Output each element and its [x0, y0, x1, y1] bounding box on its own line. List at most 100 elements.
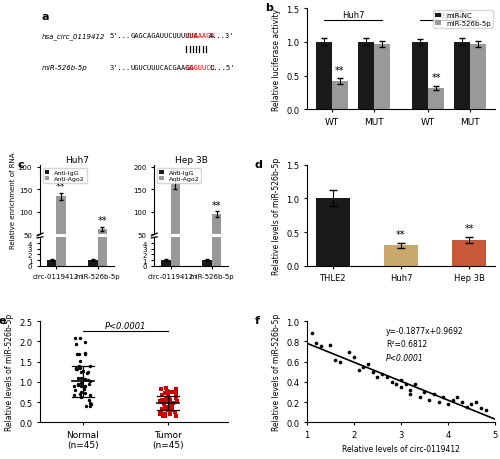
Bar	[170, 0, 180, 266]
Point	[84, 369, 92, 376]
Bar	[454, 43, 470, 110]
Point	[163, 388, 171, 395]
Y-axis label: Relative levels of miR-526b-5p: Relative levels of miR-526b-5p	[4, 313, 14, 431]
Point	[364, 360, 372, 368]
Bar	[98, 230, 107, 257]
Point	[354, 366, 362, 374]
Point	[158, 406, 166, 413]
Text: c: c	[18, 159, 24, 169]
Point	[425, 397, 433, 404]
Bar	[428, 89, 444, 110]
Point	[72, 334, 80, 341]
Text: P<0.0001: P<0.0001	[386, 353, 424, 362]
Point	[80, 383, 88, 390]
Text: **: **	[212, 200, 222, 210]
Point	[168, 400, 175, 408]
Text: Huh7: Huh7	[342, 11, 364, 20]
Point	[86, 401, 94, 408]
Point	[402, 381, 409, 388]
Point	[74, 381, 82, 388]
Point	[171, 409, 179, 416]
Point	[74, 375, 82, 382]
Point	[166, 410, 174, 418]
Text: **: **	[396, 230, 406, 240]
Point	[166, 397, 174, 404]
Point	[82, 375, 90, 383]
Bar	[374, 45, 390, 110]
Bar	[316, 43, 332, 110]
Point	[75, 351, 83, 358]
Bar	[212, 0, 221, 266]
Point	[397, 376, 405, 384]
Point	[312, 340, 320, 347]
Text: **: **	[98, 216, 107, 225]
Point	[169, 399, 177, 407]
Point	[463, 403, 471, 411]
Point	[72, 365, 80, 372]
Point	[416, 393, 424, 401]
Point	[161, 390, 169, 397]
Point	[86, 399, 94, 407]
Point	[454, 393, 462, 401]
Point	[477, 404, 485, 412]
Point	[86, 363, 94, 370]
Point	[72, 366, 80, 373]
Point	[326, 342, 334, 349]
Text: b: b	[266, 3, 274, 13]
Point	[172, 397, 180, 405]
Point	[166, 388, 174, 395]
Point	[317, 343, 325, 350]
Text: hsa_circ_0119412: hsa_circ_0119412	[42, 33, 106, 40]
Point	[392, 381, 400, 388]
Point	[156, 397, 164, 405]
Bar	[212, 215, 221, 257]
Point	[76, 357, 84, 364]
Y-axis label: Relative enrichment of RNA: Relative enrichment of RNA	[10, 152, 16, 248]
Text: y=-0.1877x+0.9692: y=-0.1877x+0.9692	[386, 326, 464, 336]
Y-axis label: Relative levels of miR-526b-5p: Relative levels of miR-526b-5p	[272, 157, 280, 274]
Point	[86, 402, 94, 409]
Point	[80, 386, 88, 393]
Point	[79, 368, 87, 375]
Point	[84, 369, 92, 377]
Text: 5'...: 5'...	[110, 34, 131, 39]
Point	[77, 388, 85, 396]
Bar	[56, 197, 66, 257]
Point	[346, 348, 354, 355]
Point	[430, 391, 438, 398]
Point	[162, 397, 170, 404]
Text: **: **	[432, 73, 441, 83]
Point	[164, 406, 172, 414]
Text: d: d	[254, 159, 262, 169]
Text: CUCAAGA: CUCAAGA	[186, 34, 216, 39]
Point	[482, 407, 490, 414]
Point	[374, 373, 382, 381]
Bar	[412, 43, 428, 110]
Point	[458, 398, 466, 406]
Point	[360, 363, 368, 370]
Point	[85, 396, 93, 403]
Point	[411, 381, 419, 388]
Point	[172, 385, 180, 392]
Point	[77, 382, 85, 390]
Point	[86, 381, 94, 388]
Text: R²=0.6812: R²=0.6812	[386, 340, 427, 349]
Point	[168, 405, 176, 412]
Bar	[452, 241, 486, 266]
Point	[157, 410, 165, 417]
Point	[308, 330, 316, 337]
Point	[158, 391, 166, 398]
Point	[164, 391, 172, 398]
Point	[74, 381, 82, 388]
Point	[336, 358, 344, 365]
Point	[81, 389, 89, 397]
Bar	[332, 82, 348, 110]
Point	[168, 406, 176, 414]
Point	[158, 386, 166, 393]
Point	[172, 395, 180, 402]
Point	[156, 410, 164, 417]
Bar	[384, 246, 418, 266]
Legend: miR-NC, miR-526b-5p: miR-NC, miR-526b-5p	[433, 11, 493, 29]
Point	[166, 403, 174, 410]
Point	[397, 383, 405, 391]
